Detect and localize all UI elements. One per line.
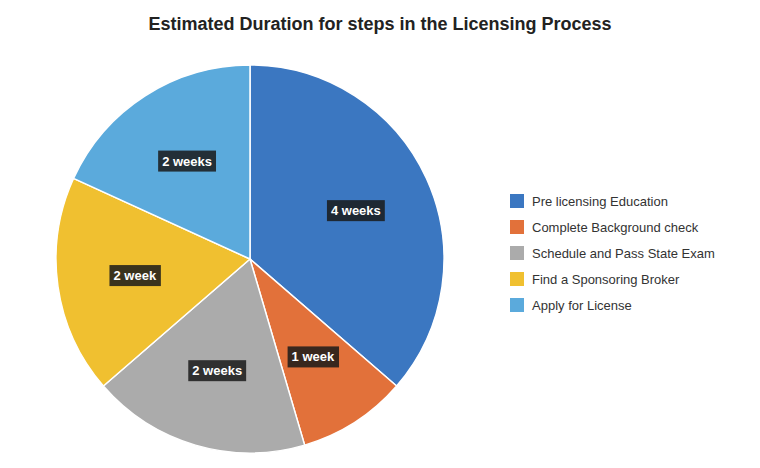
data-label-group: 1 week [288,346,339,367]
data-label-group: 2 weeks [188,360,246,381]
data-label: 4 weeks [331,203,381,218]
legend-label: Apply for License [532,298,632,313]
data-label-background [109,265,160,286]
legend-swatch [510,220,524,234]
legend-item: Apply for License [510,298,632,313]
legend-swatch [510,194,524,208]
data-label-background [188,360,246,381]
data-label-background [327,200,385,221]
pie-slice [74,65,250,259]
data-label: 2 week [113,268,156,283]
legend-swatch [510,298,524,312]
data-labels: 4 weeks 1 week 2 weeks 2 week 2 weeks [109,151,384,382]
legend-item: Schedule and Pass State Exam [510,246,715,261]
legend-label: Schedule and Pass State Exam [532,246,715,261]
data-label-background [158,151,216,172]
legend-label: Complete Background check [532,220,699,235]
data-label-background [288,346,339,367]
data-label-group: 2 week [109,265,160,286]
legend: Pre licensing Education Complete Backgrou… [510,194,715,313]
legend-item: Find a Sponsoring Broker [510,272,680,287]
legend-item: Pre licensing Education [510,194,668,209]
chart: Estimated Duration for steps in the Lice… [0,0,760,468]
pie [56,65,444,453]
data-label: 1 week [292,349,335,364]
legend-swatch [510,246,524,260]
legend-label: Find a Sponsoring Broker [532,272,680,287]
data-label: 2 weeks [162,154,212,169]
legend-item: Complete Background check [510,220,699,235]
data-label: 2 weeks [192,363,242,378]
data-label-group: 4 weeks [327,200,385,221]
chart-title: Estimated Duration for steps in the Lice… [148,14,611,34]
data-label-group: 2 weeks [158,151,216,172]
legend-swatch [510,272,524,286]
legend-label: Pre licensing Education [532,194,668,209]
